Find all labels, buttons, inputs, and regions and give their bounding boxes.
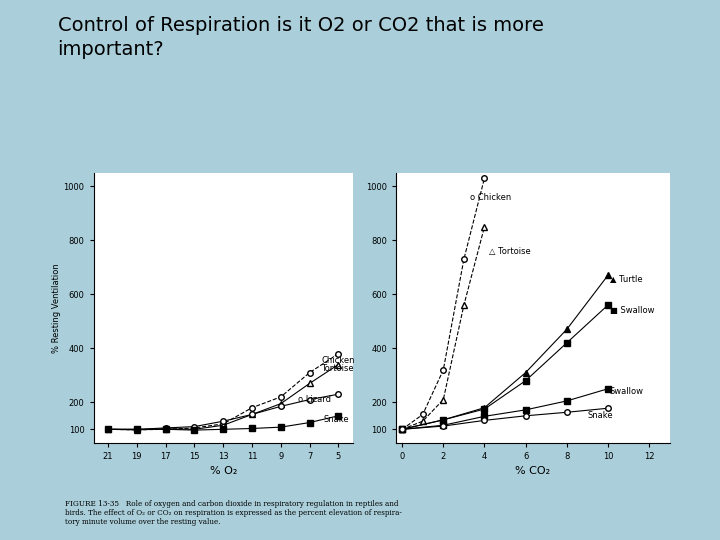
Text: Swallow: Swallow [610,387,644,396]
X-axis label: % O₂: % O₂ [210,467,237,476]
Text: Control of Respiration is it O2 or CO2 that is more
important?: Control of Respiration is it O2 or CO2 t… [58,16,544,59]
Text: FIGURE 13-35   Role of oxygen and carbon dioxide in respiratory regulation in re: FIGURE 13-35 Role of oxygen and carbon d… [65,500,402,526]
Text: Snake: Snake [324,415,350,424]
Y-axis label: % Resting Ventilation: % Resting Ventilation [52,263,60,353]
X-axis label: % CO₂: % CO₂ [516,467,550,476]
Text: Snake: Snake [588,411,613,420]
Text: ▲ Turtle: ▲ Turtle [610,274,642,282]
Text: Chicken: Chicken [321,356,355,365]
Text: o Chicken: o Chicken [470,193,511,201]
Text: ■ Swallow: ■ Swallow [610,306,654,315]
Text: Tortoise: Tortoise [321,364,354,373]
Text: o Lizard: o Lizard [298,395,331,404]
Text: △ Tortoise: △ Tortoise [489,247,531,255]
